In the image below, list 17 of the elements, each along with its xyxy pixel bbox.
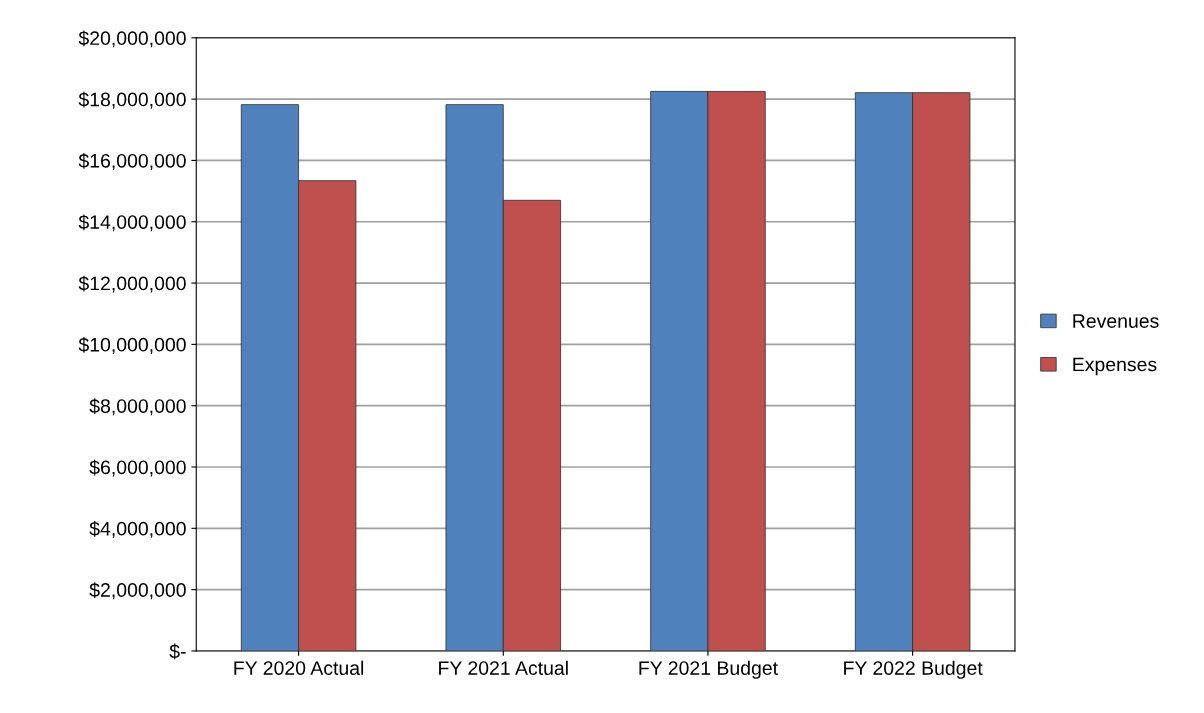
x-tick-label: FY 2021 Actual — [439, 660, 568, 675]
y-tick-label: $20,000,000 — [78, 30, 186, 48]
y-tick-label: $6,000,000 — [89, 459, 186, 477]
legend-label: Expenses — [1073, 357, 1157, 376]
x-tick-label: FY 2020 Actual — [234, 660, 364, 675]
y-tick-label: $8,000,000 — [89, 398, 186, 416]
legend-label: Revenues — [1073, 314, 1159, 328]
y-tick-label: $2,000,000 — [89, 582, 186, 600]
y-tick-label: $16,000,000 — [78, 153, 186, 170]
y-tick-label: $4,000,000 — [89, 520, 186, 538]
x-tick-label: FY 2021 Budget — [639, 660, 778, 679]
y-tick-label: $12,000,000 — [78, 275, 186, 293]
x-tick-label: FY 2022 Budget — [844, 660, 983, 679]
y-tick-label: $- — [169, 643, 186, 660]
y-tick-label: $10,000,000 — [78, 337, 186, 354]
y-tick-label: $18,000,000 — [78, 91, 186, 109]
y-tick-label: $14,000,000 — [78, 214, 186, 232]
